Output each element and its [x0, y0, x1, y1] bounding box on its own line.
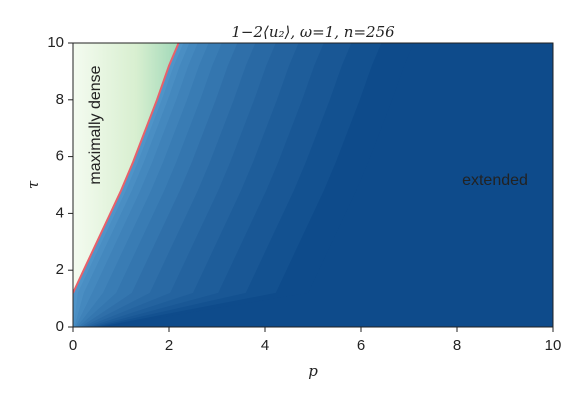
y-tick-label: 2: [56, 261, 64, 278]
x-tick-label: 10: [545, 337, 562, 354]
y-tick-label: 10: [47, 34, 64, 51]
annotation: extended: [462, 172, 528, 189]
x-tick-label: 8: [453, 337, 461, 354]
y-tick-label: 0: [56, 318, 64, 335]
dense-region: [73, 43, 179, 327]
plot-frame: [72, 42, 554, 328]
x-tick-label: 4: [261, 337, 269, 354]
boundary-line: [73, 43, 180, 294]
y-tick-label: 8: [56, 91, 64, 108]
annotation: maximally dense: [87, 65, 104, 184]
x-tick-label: 2: [165, 337, 173, 354]
x-tick-label: 6: [357, 337, 365, 354]
y-tick-label: 6: [56, 148, 64, 165]
chart-title: 1−2⟨u₂⟩, ω=1, n=256: [231, 23, 395, 41]
y-tick-label: 4: [56, 204, 64, 221]
y-axis-label: τ: [24, 180, 42, 189]
x-tick-label: 0: [69, 337, 77, 354]
x-axis-label: p: [308, 362, 318, 380]
